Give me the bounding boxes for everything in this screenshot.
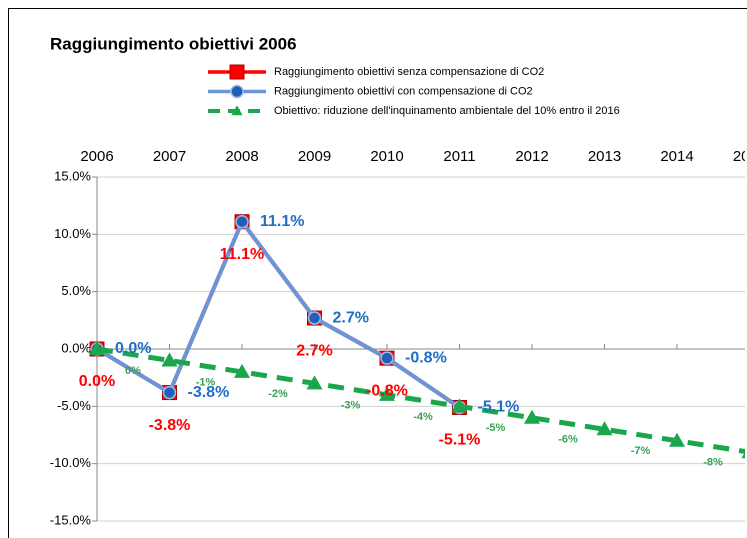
x-tick-label: 2012 bbox=[515, 148, 548, 165]
data-label: -2% bbox=[268, 388, 288, 400]
marker bbox=[235, 214, 249, 229]
marker bbox=[89, 341, 105, 355]
marker bbox=[741, 452, 745, 459]
marker bbox=[229, 64, 245, 80]
data-label: 11.1% bbox=[220, 246, 264, 263]
data-label: -3.8% bbox=[188, 384, 230, 401]
data-label: -7% bbox=[631, 445, 651, 457]
data-label: -1% bbox=[196, 376, 216, 388]
marker bbox=[230, 84, 244, 99]
data-label: -0.8% bbox=[366, 382, 408, 399]
marker bbox=[162, 385, 177, 400]
data-label: -3% bbox=[341, 399, 361, 411]
y-tick-label: 5.0% bbox=[61, 283, 91, 298]
y-tick-label: -5.0% bbox=[57, 398, 91, 413]
y-tick-label: 10.0% bbox=[54, 226, 91, 241]
y-tick-label: -15.0% bbox=[50, 512, 92, 527]
data-label: -6% bbox=[558, 434, 578, 446]
x-tick-label: 2010 bbox=[370, 148, 403, 165]
data-label: -8% bbox=[703, 457, 723, 469]
data-label: -0.8% bbox=[405, 349, 447, 366]
chart-title: Raggiungimento obiettivi 2006 bbox=[50, 34, 297, 53]
x-tick-label: 2011 bbox=[443, 148, 475, 165]
legend-label: Raggiungimento obiettivi con compensazio… bbox=[274, 85, 533, 97]
y-tick-label: 15.0% bbox=[54, 168, 91, 183]
data-label: -3.8% bbox=[149, 417, 191, 434]
marker bbox=[380, 351, 394, 365]
data-label: 0% bbox=[125, 365, 141, 377]
x-tick-label: 2009 bbox=[298, 148, 331, 165]
data-label: -5.1% bbox=[439, 432, 481, 449]
x-tick-label: 2014 bbox=[660, 148, 693, 165]
data-label: 0.0% bbox=[115, 340, 151, 357]
data-label: -5% bbox=[486, 422, 506, 434]
plot-area: -15.0% -10.0% -5.0% 0.0% 5.0% 10.0% 15.0% 2006 2… bbox=[50, 148, 747, 527]
data-label: 2.7% bbox=[333, 309, 369, 326]
y-tick-label: -10.0% bbox=[50, 455, 92, 470]
data-label: -4% bbox=[413, 411, 433, 423]
x-tick-label: 2006 bbox=[80, 148, 113, 165]
marker bbox=[306, 375, 323, 390]
marker bbox=[379, 386, 395, 401]
marker bbox=[451, 398, 468, 413]
marker bbox=[307, 311, 322, 325]
legend-label: Obiettivo: riduzione dell'inquinamento a… bbox=[274, 105, 620, 117]
marker bbox=[231, 105, 243, 116]
data-label: 2.7% bbox=[296, 342, 332, 359]
marker bbox=[234, 363, 250, 378]
series-line bbox=[96, 346, 745, 455]
x-tick-label: 2013 bbox=[588, 148, 621, 165]
data-label: -5.1% bbox=[478, 399, 520, 416]
x-tick-label: 2007 bbox=[153, 148, 186, 165]
marker bbox=[669, 432, 685, 447]
legend-label: Raggiungimento obiettivi senza compensaz… bbox=[274, 66, 544, 78]
marker bbox=[524, 409, 540, 424]
data-label: 0.0% bbox=[79, 373, 115, 390]
marker bbox=[596, 421, 613, 436]
x-tick-label: 2015 bbox=[733, 148, 747, 165]
y-tick-label: 0.0% bbox=[61, 340, 91, 355]
chart-frame bbox=[8, 8, 747, 538]
marker bbox=[161, 352, 178, 367]
x-tick-label: 2008 bbox=[225, 148, 258, 165]
series-line bbox=[95, 217, 461, 410]
data-label: 11.1% bbox=[260, 213, 304, 230]
